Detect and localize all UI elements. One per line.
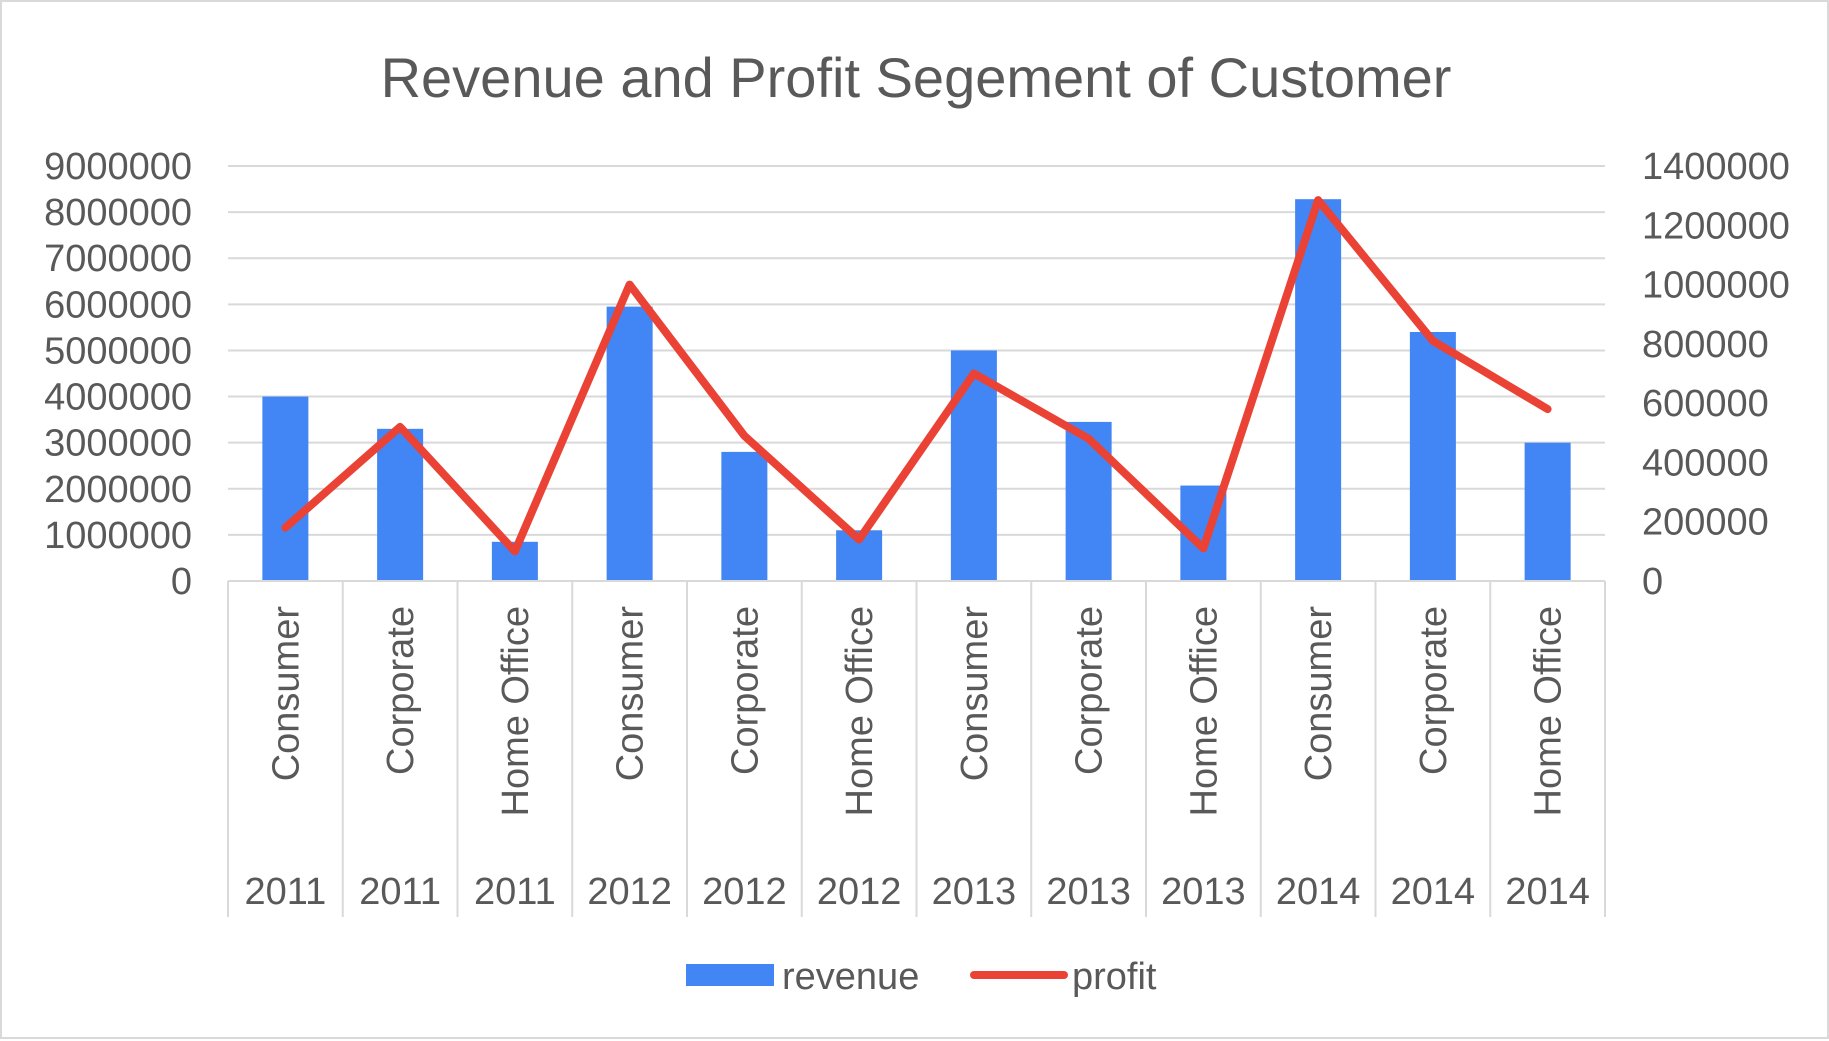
legend-revenue-label: revenue: [782, 956, 919, 998]
revenue-bar: [1524, 442, 1571, 581]
category-segment-label: Home Office: [1528, 606, 1570, 816]
revenue-bar: [377, 428, 424, 581]
left-tick-label: 1000000: [44, 515, 192, 557]
category-year-label: 2014: [1276, 871, 1361, 913]
category-segment-label: Home Office: [1183, 606, 1225, 816]
category-segment-label: Home Office: [839, 606, 881, 816]
revenue-bar: [1065, 421, 1112, 581]
category-segment-label: Corporate: [724, 606, 766, 775]
right-axis-ticks: 0 200000 400000 600000 800000 1000000 1200000 1…: [1642, 146, 1790, 603]
category-year-label: 2012: [817, 871, 902, 913]
category-year-label: 2013: [1046, 871, 1131, 913]
left-tick-label: 3000000: [44, 423, 192, 465]
right-tick-label: 400000: [1642, 442, 1769, 484]
category-axis: Consumer 2011 Corporate 2011 Home Office 2011…: [227, 580, 1606, 917]
category-segment-label: Corporate: [380, 606, 422, 775]
category-year-label: 2014: [1391, 871, 1476, 913]
category-segment-label: Corporate: [1413, 606, 1455, 775]
category-year-label: 2012: [587, 871, 672, 913]
left-tick-label: 4000000: [44, 377, 192, 419]
revenue-bar: [1409, 332, 1456, 581]
right-tick-label: 0: [1642, 561, 1663, 603]
left-tick-label: 5000000: [44, 330, 192, 372]
category-segment-label: Home Office: [495, 606, 537, 816]
category-year-label: 2012: [702, 871, 787, 913]
category-year-label: 2013: [932, 871, 1017, 913]
right-tick-label: 1000000: [1642, 265, 1790, 307]
category-year-label: 2014: [1505, 871, 1590, 913]
category-segment-label: Consumer: [954, 606, 996, 782]
revenue-bars: [262, 199, 1571, 581]
left-tick-label: 9000000: [44, 146, 192, 188]
right-tick-label: 200000: [1642, 502, 1769, 544]
profit-line-group: [281, 196, 1552, 556]
right-tick-label: 800000: [1642, 324, 1769, 366]
left-tick-label: 7000000: [44, 238, 192, 280]
chart-title: Revenue and Profit Segement of Customer: [381, 46, 1452, 109]
legend-revenue-swatch: [686, 964, 774, 986]
category-segment-label: Consumer: [265, 606, 307, 782]
revenue-bar: [606, 306, 653, 581]
gridlines: [228, 165, 1605, 536]
category-year-label: 2011: [359, 871, 441, 913]
right-tick-label: 600000: [1642, 383, 1769, 425]
category-segment-label: Corporate: [1069, 606, 1111, 775]
profit-line: [281, 196, 1552, 556]
right-tick-label: 1200000: [1642, 205, 1790, 247]
category-segment-label: Consumer: [1298, 606, 1340, 782]
category-year-label: 2011: [245, 871, 327, 913]
right-tick-label: 1400000: [1642, 146, 1790, 188]
legend: revenue profit: [686, 956, 1157, 998]
category-year-label: 2013: [1161, 871, 1246, 913]
left-tick-label: 0: [171, 561, 192, 603]
left-tick-label: 8000000: [44, 192, 192, 234]
left-tick-label: 2000000: [44, 469, 192, 511]
left-tick-label: 6000000: [44, 284, 192, 326]
revenue-bar: [721, 451, 768, 581]
legend-profit-label: profit: [1072, 956, 1157, 998]
revenue-bar: [262, 396, 309, 581]
category-segment-label: Consumer: [610, 606, 652, 782]
revenue-bar: [1295, 199, 1342, 581]
category-year-label: 2011: [474, 871, 556, 913]
